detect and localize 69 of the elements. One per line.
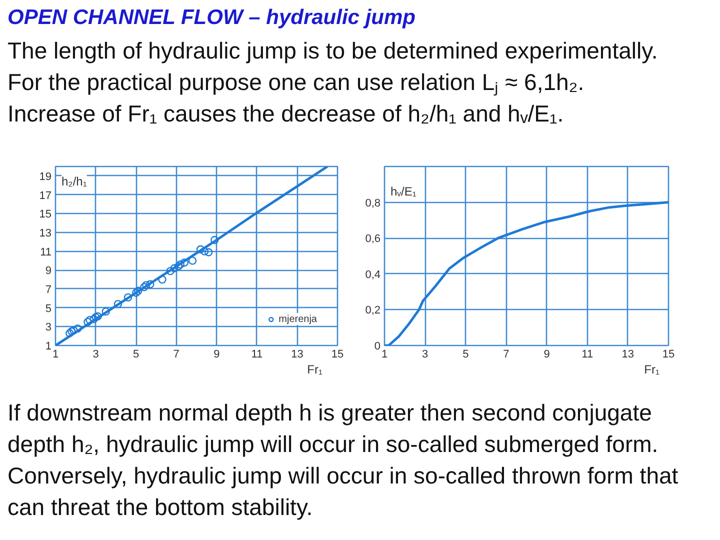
point (140, 282, 148, 292)
legend-label: mjerenja (278, 313, 317, 325)
y-tick-label: 0,8 (365, 197, 381, 210)
x-tick-label: 9 (214, 348, 220, 360)
y-tick-label: 11 (40, 246, 52, 258)
point (200, 247, 209, 256)
x-tick-label: 15 (662, 348, 675, 360)
y-tick-label: 15 (39, 208, 52, 221)
y-tick-label: 9 (45, 265, 52, 278)
point (166, 266, 174, 276)
point (86, 316, 94, 324)
text: The length of hydraulic jump is to be determined experimentally. (8, 38, 658, 64)
text: Increase of Fr₁ causes the decrease of h₂/h₁ and hᵥ/E₁. (8, 100, 564, 126)
point (124, 293, 132, 302)
x-tick-label: 5 (133, 348, 140, 360)
y-tick-label: 0,4 (365, 268, 381, 281)
x-tick-label: 3 (422, 348, 428, 360)
y-tick-label: 0,6 (365, 233, 381, 246)
line-series (384, 201, 668, 346)
point (132, 288, 140, 297)
point (210, 236, 219, 244)
point (90, 315, 98, 324)
point (188, 256, 197, 265)
point (102, 307, 110, 316)
point (134, 286, 142, 295)
y-tick-label: 0 (374, 340, 381, 352)
y-tick-label: 1 (45, 340, 52, 352)
line-series (56, 166, 329, 346)
y-tick-label: 0,2 (365, 304, 381, 317)
x-tick-label: 3 (92, 348, 99, 360)
y-tick-label: 19 (39, 170, 52, 183)
x-tick-label: 7 (173, 348, 180, 360)
point (170, 264, 178, 272)
y-tick-label: 13 (39, 227, 52, 240)
point (174, 262, 182, 270)
point (94, 312, 102, 320)
point (68, 327, 76, 336)
x-tick-label: 13 (622, 348, 634, 360)
point (142, 281, 150, 290)
point (146, 280, 154, 288)
x-tick-label: 5 (462, 348, 469, 360)
y-tick-label: 3 (45, 322, 52, 334)
point (176, 260, 184, 269)
point (74, 324, 82, 333)
point (66, 329, 74, 338)
point (114, 300, 122, 308)
point (204, 248, 213, 256)
x-tick-label: 9 (544, 348, 550, 360)
point (84, 318, 92, 326)
x-tick-label: 15 (331, 348, 344, 360)
text: For the practical purpose one can use relation Lⱼ ≈ 6,1h₂. (8, 69, 584, 96)
text: If downstream normal depth h is greater then second conjugate depth h₂, hydraulic jump will occur in so-called submerged form. Conversely, hydraulic jump will occur in so-called thrown form that can threat the bottom stability. (8, 400, 679, 520)
x-axis-title: Fr₁ (307, 362, 322, 376)
x-axis-title: Fr₁ (644, 362, 660, 376)
y-tick-label: 7 (45, 284, 52, 296)
point (180, 258, 189, 267)
x-tick-label: 11 (582, 348, 594, 360)
x-tick-label: 13 (291, 348, 304, 360)
point (196, 245, 205, 254)
point (92, 313, 100, 322)
y-tick-label: 5 (45, 302, 52, 315)
y-axis-title: hᵥ/E₁ (390, 184, 416, 198)
text: OPEN CHANNEL FLOW – hydraulic jump (8, 6, 416, 29)
x-tick-label: 7 (503, 348, 510, 360)
y-tick-label: 17 (39, 190, 52, 202)
y-axis-title: h₂/h₁ (62, 174, 87, 188)
point (158, 275, 166, 284)
x-tick-label: 11 (251, 348, 263, 360)
point (70, 326, 78, 335)
